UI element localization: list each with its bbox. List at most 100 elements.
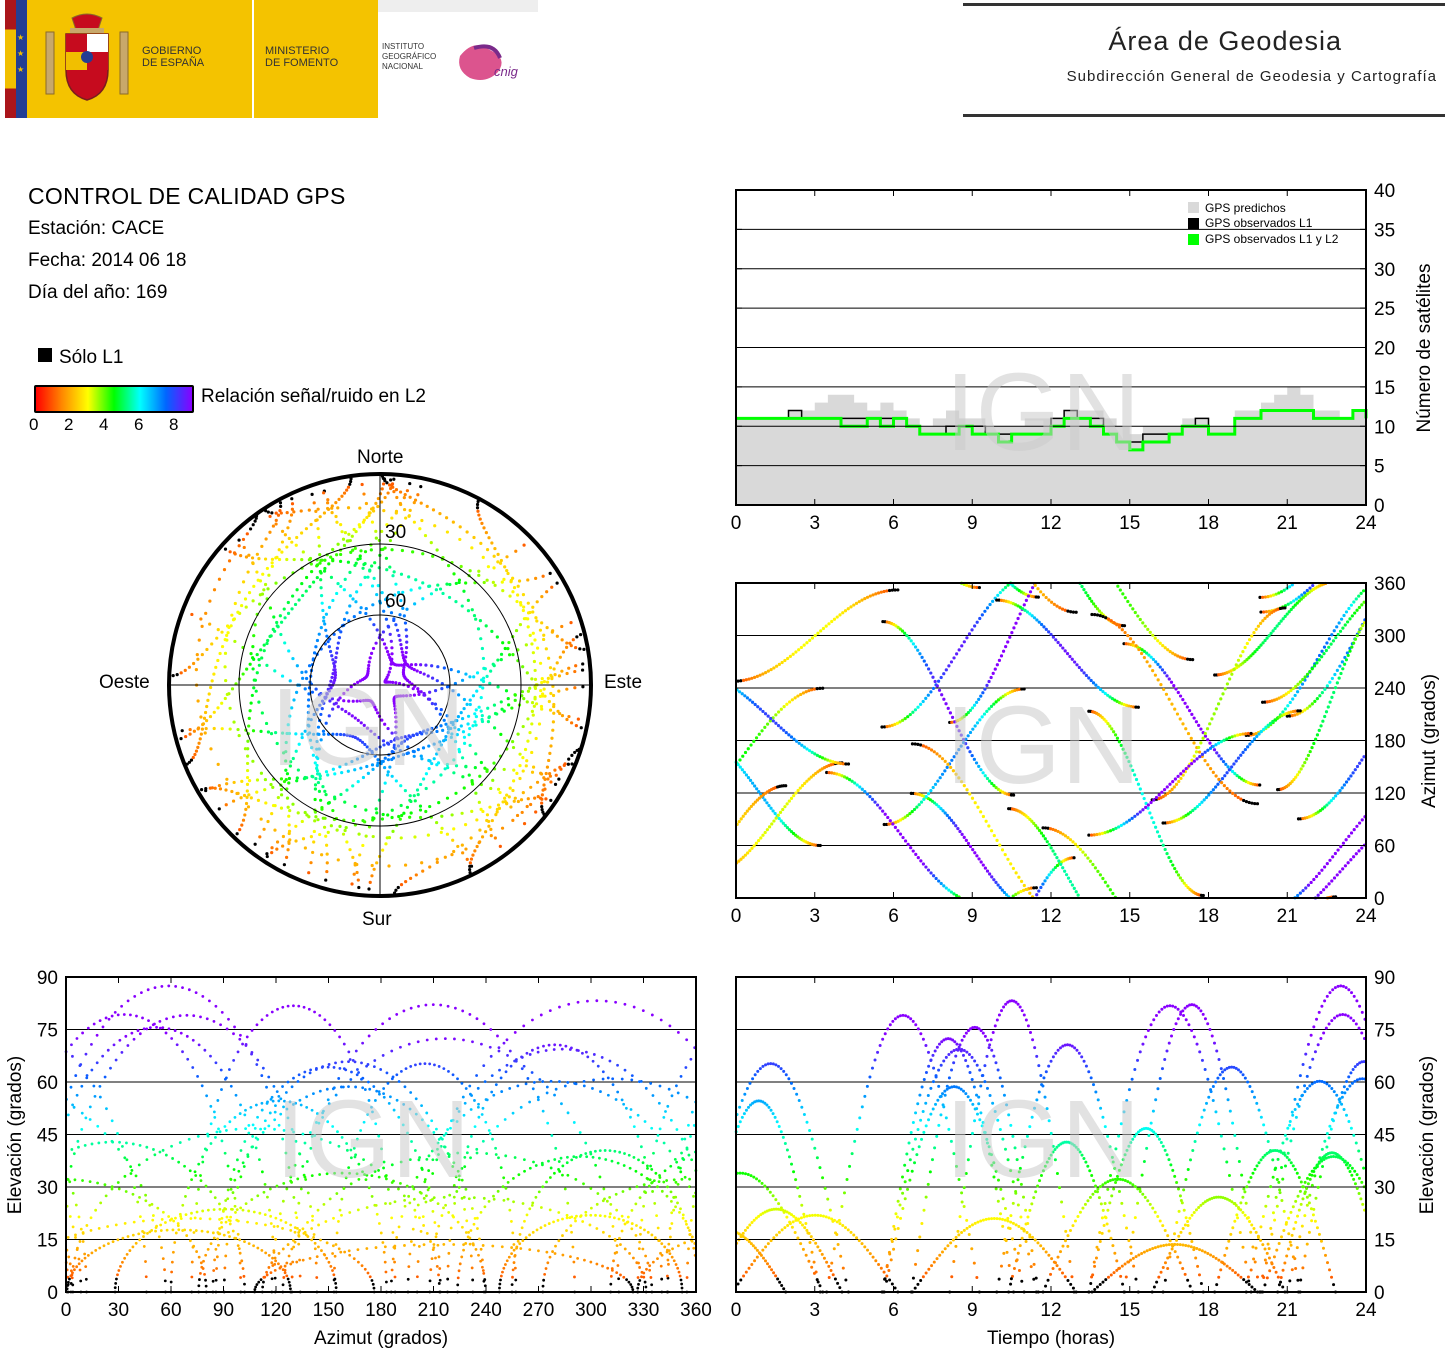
elevaz-point bbox=[114, 1281, 118, 1285]
elevaz-point bbox=[258, 1211, 262, 1215]
skyplot-point bbox=[248, 527, 253, 531]
xtick-label: 24 bbox=[1355, 513, 1377, 534]
skyplot-point bbox=[530, 642, 534, 646]
skyplot-point bbox=[196, 727, 200, 731]
elevaz-point bbox=[522, 1064, 526, 1068]
elevaz-point bbox=[228, 1235, 231, 1238]
elevaz-point bbox=[457, 1186, 461, 1189]
elevaz-point bbox=[553, 1093, 556, 1097]
skyplot-point bbox=[336, 705, 340, 709]
azimuth-point bbox=[776, 813, 780, 817]
skyplot-point bbox=[370, 751, 374, 755]
azimuth-point bbox=[823, 757, 827, 761]
skyplot-point bbox=[462, 735, 467, 739]
azimuth-point bbox=[1246, 745, 1250, 749]
series-predicted-area bbox=[736, 386, 1366, 505]
azimuth-point bbox=[1131, 640, 1135, 644]
snr-label: Relación señal/ruido en L2 bbox=[201, 386, 426, 407]
skyplot-point bbox=[418, 586, 422, 590]
skyplot-point bbox=[548, 571, 552, 575]
skyplot-point bbox=[247, 716, 251, 720]
skyplot-point bbox=[392, 570, 396, 574]
azimuth-point bbox=[1324, 648, 1328, 653]
skyplot-point bbox=[300, 670, 304, 674]
azimuth-point bbox=[1261, 595, 1265, 599]
azimuth-point bbox=[916, 648, 920, 652]
legend-swatch-l1 bbox=[1188, 218, 1199, 229]
skyplot-point bbox=[335, 591, 339, 596]
skyplot-point bbox=[283, 533, 287, 537]
elevaz-point bbox=[181, 1229, 185, 1232]
azimuth-point bbox=[1184, 766, 1188, 771]
elevaz-point bbox=[340, 1197, 344, 1201]
elevaz-point bbox=[75, 1265, 79, 1269]
azimuth-point bbox=[1246, 731, 1251, 736]
azimuth-point bbox=[1151, 669, 1155, 673]
skyplot-point bbox=[391, 829, 395, 834]
skyplot-point bbox=[462, 706, 466, 711]
azimuth-point bbox=[1221, 760, 1226, 764]
skyplot-point bbox=[458, 537, 462, 542]
azimuth-point bbox=[1206, 748, 1210, 752]
skyplot-point bbox=[271, 524, 275, 528]
skyplot-point bbox=[490, 818, 494, 823]
elevaz-point bbox=[94, 1208, 98, 1212]
elevaz-point bbox=[251, 1123, 255, 1127]
azimuth-point bbox=[1140, 792, 1144, 796]
elevaz-point bbox=[399, 1160, 403, 1164]
elevaz-point bbox=[170, 1217, 174, 1221]
skyplot-point bbox=[540, 797, 544, 801]
skyplot-point bbox=[317, 747, 321, 751]
elevaz-point bbox=[472, 1243, 475, 1247]
skyplot-point bbox=[301, 550, 305, 554]
elevaz-point bbox=[382, 1087, 386, 1090]
azimuth-point bbox=[1122, 624, 1127, 628]
azimuth-point bbox=[1092, 833, 1096, 837]
skyplot-point bbox=[363, 550, 368, 554]
azimuth-point bbox=[962, 835, 966, 839]
elevaz-point bbox=[374, 1246, 378, 1249]
skyplot-point bbox=[531, 713, 535, 717]
elevaz-point bbox=[674, 1195, 678, 1199]
azimuth-point bbox=[975, 721, 980, 725]
azimuth-point bbox=[1147, 653, 1151, 657]
azimuth-point bbox=[1093, 866, 1098, 870]
skyplot-point bbox=[486, 565, 491, 569]
azimuth-point bbox=[906, 715, 910, 719]
skyplot-point bbox=[303, 687, 307, 691]
azimuth-point bbox=[954, 893, 959, 898]
skyplot-point bbox=[473, 765, 477, 770]
elevaz-point bbox=[668, 1024, 672, 1028]
skyplot-point bbox=[522, 822, 527, 826]
skyplot-point bbox=[439, 743, 443, 747]
elevaz-point bbox=[430, 1257, 434, 1261]
skyplot-point bbox=[279, 793, 284, 797]
eu-stars-icon: ★ ★ ★ bbox=[17, 33, 25, 74]
azimuth-point bbox=[1115, 623, 1119, 627]
azimuth-point bbox=[1286, 704, 1290, 708]
elevaz-point bbox=[654, 1171, 658, 1175]
elevaz-point bbox=[370, 1195, 374, 1198]
azimuth-point bbox=[1327, 882, 1331, 886]
skyplot-point bbox=[307, 871, 311, 875]
skyplot-point bbox=[407, 575, 411, 579]
azimuth-point bbox=[878, 806, 882, 810]
azimuth-point bbox=[1014, 892, 1018, 896]
skyplot-point bbox=[313, 810, 318, 814]
elevaz-point bbox=[313, 1134, 317, 1137]
skyplot-point bbox=[404, 879, 408, 884]
skyplot-point bbox=[245, 532, 249, 536]
elevaz-point bbox=[481, 1269, 485, 1272]
azimuth-point bbox=[748, 849, 752, 853]
azimuth-point bbox=[857, 600, 861, 604]
skyplot-point bbox=[533, 695, 537, 699]
azimuth-point bbox=[746, 776, 751, 780]
azimuth-point bbox=[968, 708, 973, 712]
skyplot-point bbox=[242, 545, 246, 550]
skyplot-point bbox=[420, 861, 424, 865]
skyplot-point bbox=[560, 714, 565, 718]
elevaz-point bbox=[437, 1065, 441, 1068]
elevaz-point bbox=[301, 1258, 305, 1262]
skyplot-point bbox=[477, 705, 481, 709]
elevaz-point bbox=[305, 1160, 309, 1163]
